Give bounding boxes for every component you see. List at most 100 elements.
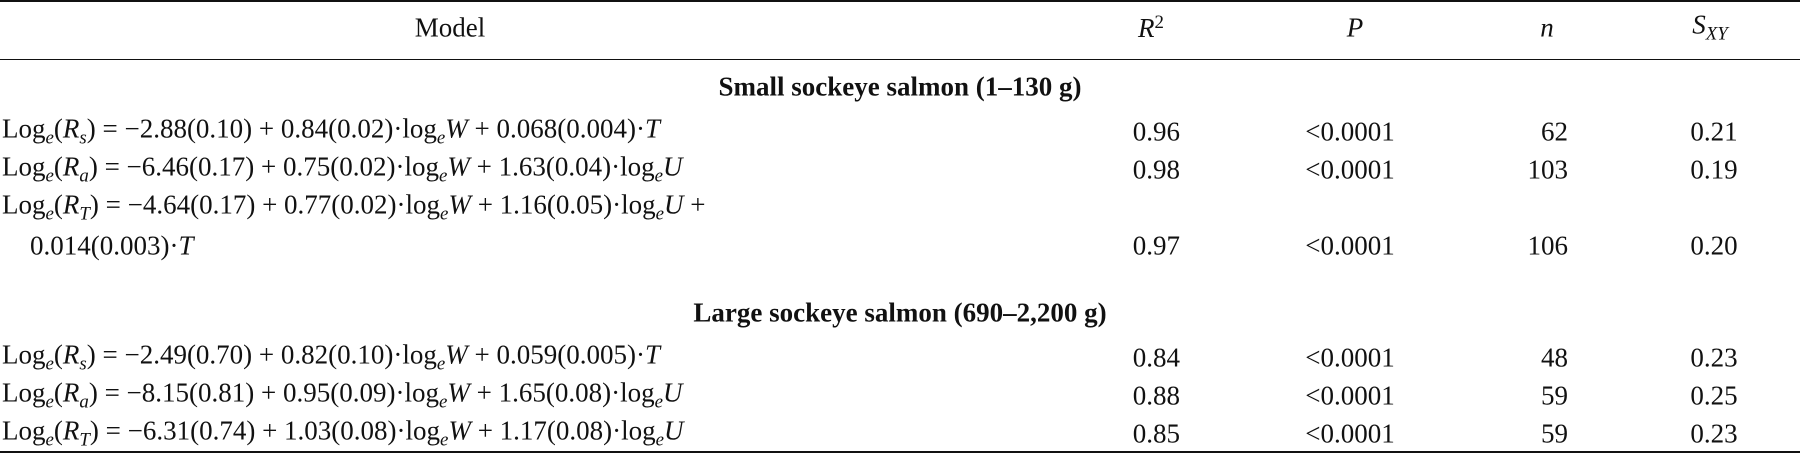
- text-segment: W: [448, 415, 471, 446]
- r2-value: 0.85: [1132, 418, 1180, 449]
- text-segment: W: [445, 339, 468, 370]
- text-segment: e: [438, 391, 448, 413]
- text-segment: W: [448, 189, 471, 220]
- text-segment: + 1.16(0.05)·log: [470, 189, 656, 220]
- text-segment: W: [447, 377, 470, 408]
- n-value: 106: [1527, 230, 1569, 261]
- column-header: P: [1346, 12, 1364, 43]
- text-segment: e: [45, 429, 54, 451]
- text-segment: e: [655, 203, 665, 225]
- model-equation: Loge(RT) = −6.31(0.74) + 1.03(0.08)·loge…: [2, 415, 684, 451]
- model-equation: 0.014(0.003)·T: [30, 230, 194, 261]
- column-header: SXY: [1692, 9, 1728, 45]
- text-segment: e: [438, 165, 448, 187]
- p-value: <0.0001: [1305, 116, 1395, 147]
- text-segment: ) = −4.64(0.17) + 0.77(0.02)·log: [89, 189, 441, 220]
- text-segment: + 0.059(0.005)·: [467, 339, 645, 370]
- text-segment: Log: [2, 113, 46, 144]
- text-segment: U: [664, 189, 684, 220]
- text-segment: (: [53, 339, 63, 370]
- text-segment: e: [436, 127, 446, 149]
- text-segment: ) = −2.49(0.70) + 0.82(0.10)·log: [86, 339, 437, 370]
- column-header: n: [1540, 14, 1554, 42]
- text-segment: R: [62, 151, 80, 182]
- model-equation: Loge(Rs) = −2.88(0.10) + 0.84(0.02)·loge…: [2, 113, 661, 149]
- text-segment: + 0.068(0.004)·: [467, 113, 645, 144]
- text-segment: T: [178, 230, 194, 261]
- p-value: <0.0001: [1305, 230, 1395, 261]
- text-segment: W: [445, 113, 468, 144]
- column-header: Model: [415, 14, 486, 42]
- sxy-value: 0.20: [1690, 230, 1738, 261]
- text-segment: W: [447, 151, 470, 182]
- text-segment: U: [664, 415, 684, 446]
- column-header: R2: [1138, 11, 1164, 44]
- text-segment: e: [440, 203, 449, 225]
- text-segment: R: [62, 113, 80, 144]
- text-segment: 0.014(0.003)·: [30, 230, 179, 261]
- sxy-value: 0.23: [1690, 418, 1738, 449]
- text-segment: U: [662, 151, 683, 182]
- text-segment: ) = −6.31(0.74) + 1.03(0.08)·log: [89, 415, 441, 446]
- text-segment: e: [654, 165, 663, 187]
- n-value: 48: [1541, 342, 1568, 373]
- text-segment: ) = −6.46(0.17) + 0.75(0.02)·log: [88, 151, 439, 182]
- text-segment: a: [79, 391, 89, 413]
- text-segment: + 1.65(0.08)·log: [469, 377, 655, 408]
- text-segment: e: [45, 353, 54, 375]
- p-value: <0.0001: [1305, 380, 1395, 411]
- text-segment: e: [654, 391, 663, 413]
- text-segment: T: [644, 113, 661, 144]
- p-value: <0.0001: [1305, 418, 1395, 449]
- sxy-value: 0.23: [1690, 342, 1738, 373]
- n-value: 62: [1541, 116, 1568, 147]
- text-segment: S: [1692, 9, 1706, 40]
- p-value: <0.0001: [1305, 342, 1395, 373]
- text-segment: e: [655, 429, 665, 451]
- text-segment: T: [79, 429, 90, 451]
- text-segment: U: [662, 377, 683, 408]
- text-segment: T: [79, 203, 90, 225]
- sxy-value: 0.21: [1690, 116, 1738, 147]
- text-segment: R: [1138, 13, 1155, 44]
- text-segment: (: [53, 113, 63, 144]
- text-segment: R: [62, 415, 80, 446]
- section-title: Large sockeye salmon (690–2,200 g): [693, 297, 1107, 328]
- text-segment: ) = −8.15(0.81) + 0.95(0.09)·log: [88, 377, 439, 408]
- text-segment: Log: [2, 415, 46, 446]
- text-segment: (: [53, 415, 63, 446]
- text-segment: R: [62, 189, 80, 220]
- model-equation: Loge(RT) = −4.64(0.17) + 0.77(0.02)·loge…: [2, 189, 706, 225]
- n-value: 103: [1527, 154, 1569, 185]
- text-segment: Log: [2, 189, 46, 220]
- sxy-value: 0.19: [1690, 154, 1738, 185]
- text-segment: +: [683, 189, 706, 220]
- text-segment: P: [1346, 12, 1364, 43]
- text-segment: e: [436, 353, 446, 375]
- bottom-rule: [0, 451, 1800, 453]
- text-segment: e: [45, 203, 54, 225]
- text-segment: R: [62, 377, 80, 408]
- text-segment: + 1.17(0.08)·log: [470, 415, 656, 446]
- n-value: 59: [1541, 380, 1568, 411]
- text-segment: T: [644, 339, 661, 370]
- sxy-value: 0.25: [1690, 380, 1738, 411]
- text-segment: s: [79, 127, 87, 149]
- text-segment: e: [45, 165, 54, 187]
- top-rule: [0, 0, 1800, 2]
- text-segment: ) = −2.88(0.10) + 0.84(0.02)·log: [86, 113, 437, 144]
- text-segment: 2: [1154, 11, 1164, 33]
- text-segment: Log: [2, 377, 46, 408]
- text-segment: (: [53, 377, 63, 408]
- text-segment: Log: [2, 339, 46, 370]
- text-segment: e: [45, 127, 54, 149]
- text-segment: XY: [1705, 23, 1728, 45]
- text-segment: (: [53, 151, 63, 182]
- text-segment: R: [62, 339, 80, 370]
- model-equation: Loge(Rs) = −2.49(0.70) + 0.82(0.10)·loge…: [2, 339, 661, 375]
- text-segment: + 1.63(0.04)·log: [469, 151, 655, 182]
- r2-value: 0.84: [1132, 342, 1180, 373]
- text-segment: e: [45, 391, 54, 413]
- text-segment: s: [79, 353, 87, 375]
